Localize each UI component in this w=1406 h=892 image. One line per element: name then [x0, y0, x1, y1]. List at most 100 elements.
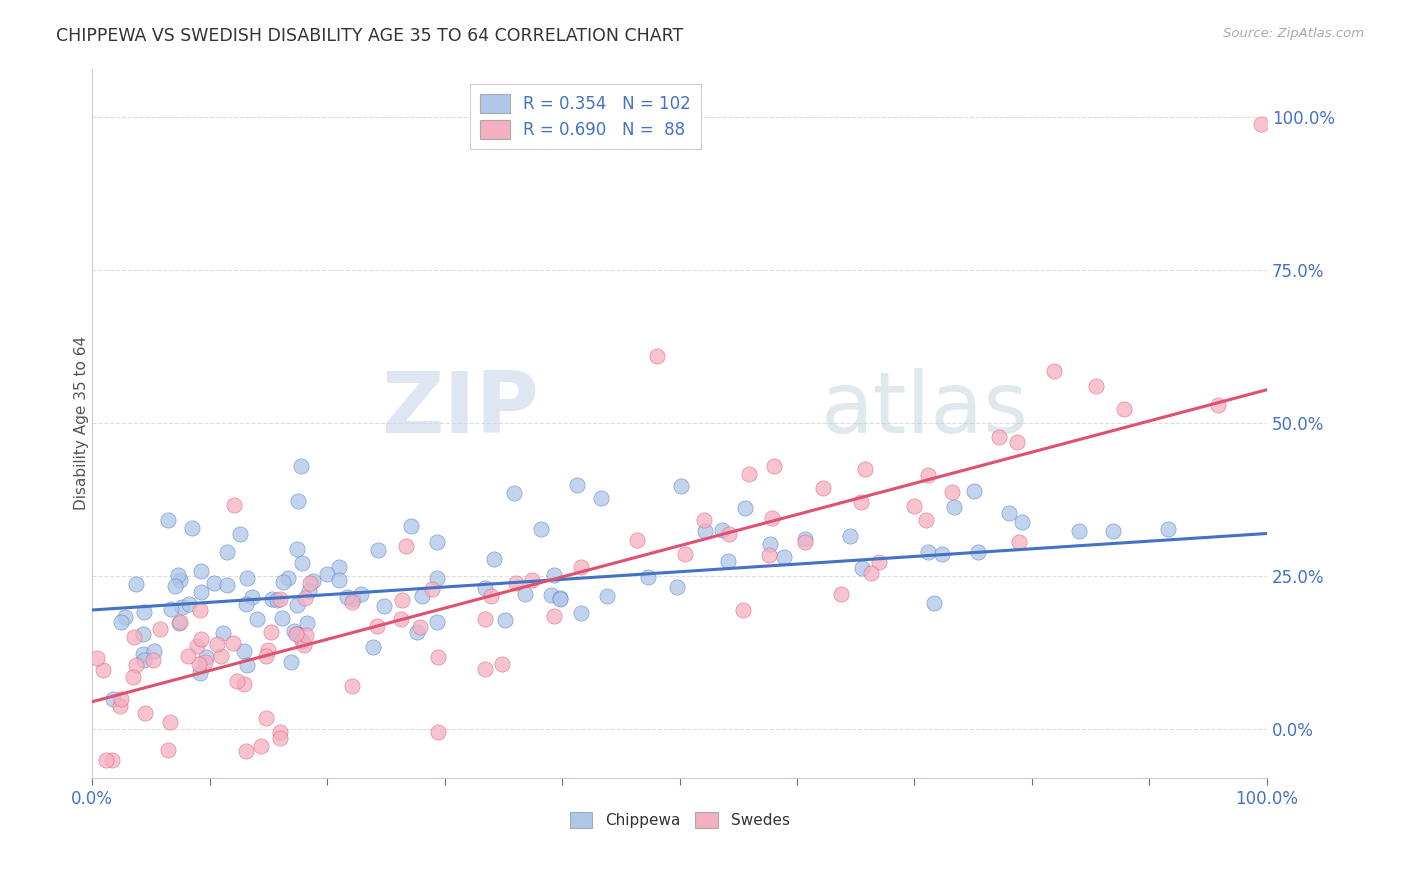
Point [758, 548, 780, 562]
Point [420, 582, 443, 596]
Point [1112, 401, 1135, 416]
Point [315, 567, 337, 582]
Point [101, 753, 124, 767]
Point [794, 534, 817, 549]
Point [922, 596, 945, 610]
Point [426, 571, 449, 585]
Point [284, 626, 307, 640]
Y-axis label: Disability Age 35 to 64: Disability Age 35 to 64 [73, 336, 89, 510]
Point [290, 459, 312, 474]
Point [285, 542, 308, 557]
Point [427, 650, 450, 665]
Point [277, 571, 299, 585]
Point [260, 625, 283, 640]
Point [1102, 524, 1125, 539]
Point [157, 743, 180, 757]
Point [693, 524, 716, 538]
Point [202, 576, 225, 591]
Point [132, 653, 155, 667]
Point [963, 483, 986, 498]
Point [298, 575, 321, 590]
Point [122, 630, 145, 644]
Point [110, 692, 132, 706]
Point [738, 467, 761, 481]
Point [665, 580, 688, 594]
Point [711, 524, 734, 538]
Point [565, 477, 588, 491]
Point [103, 691, 125, 706]
Point [505, 575, 527, 590]
Point [167, 616, 190, 631]
Point [1250, 117, 1272, 131]
Point [294, 639, 316, 653]
Point [295, 615, 318, 630]
Point [569, 559, 592, 574]
Point [235, 597, 257, 611]
Point [830, 587, 852, 601]
Point [285, 626, 308, 640]
Legend: Chippewa, Swedes: Chippewa, Swedes [564, 805, 796, 834]
Point [645, 349, 668, 363]
Point [762, 458, 785, 473]
Point [543, 568, 565, 582]
Text: atlas: atlas [821, 368, 1029, 450]
Point [271, 611, 294, 625]
Point [195, 649, 218, 664]
Point [215, 545, 238, 559]
Point [503, 485, 526, 500]
Point [474, 662, 496, 676]
Point [669, 479, 692, 493]
Point [298, 584, 321, 599]
Point [226, 673, 249, 688]
Point [589, 491, 612, 506]
Point [734, 501, 756, 516]
Point [366, 619, 388, 633]
Point [395, 539, 418, 553]
Point [181, 521, 204, 535]
Point [718, 527, 741, 541]
Point [159, 602, 181, 616]
Point [132, 627, 155, 641]
Point [342, 592, 364, 607]
Point [163, 579, 186, 593]
Point [1156, 522, 1178, 536]
Point [1042, 364, 1064, 378]
Point [530, 522, 553, 536]
Point [917, 467, 939, 482]
Point [291, 556, 314, 570]
Point [391, 612, 413, 626]
Point [811, 481, 834, 495]
Point [596, 589, 619, 603]
Point [269, 725, 291, 739]
Point [177, 597, 200, 611]
Point [851, 494, 873, 508]
Point [479, 589, 502, 603]
Point [125, 577, 148, 591]
Point [1007, 534, 1029, 549]
Point [772, 549, 794, 564]
Point [110, 699, 132, 714]
Point [269, 731, 291, 746]
Point [291, 633, 314, 648]
Point [336, 590, 359, 604]
Point [988, 430, 1011, 444]
Point [548, 591, 571, 605]
Point [169, 574, 191, 588]
Point [187, 657, 209, 672]
Point [257, 642, 280, 657]
Point [427, 724, 450, 739]
Point [186, 639, 208, 653]
Point [851, 561, 873, 575]
Point [520, 574, 543, 588]
Point [673, 547, 696, 561]
Point [759, 537, 782, 551]
Point [91, 663, 114, 677]
Point [294, 591, 316, 605]
Point [260, 591, 283, 606]
Point [236, 571, 259, 585]
Point [717, 554, 740, 568]
Point [411, 590, 433, 604]
Point [482, 552, 505, 566]
Point [692, 513, 714, 527]
Point [491, 657, 513, 672]
